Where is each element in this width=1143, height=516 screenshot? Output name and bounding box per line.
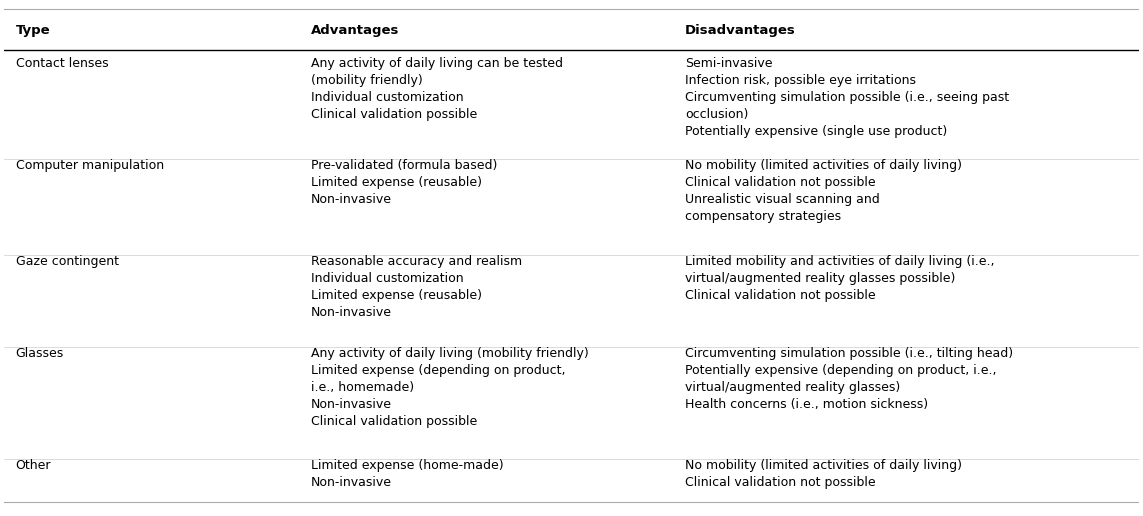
Text: Advantages: Advantages <box>311 24 399 38</box>
Text: Other: Other <box>16 459 51 472</box>
Text: Gaze contingent: Gaze contingent <box>16 255 119 268</box>
Text: Type: Type <box>16 24 50 38</box>
Text: Limited mobility and activities of daily living (i.e.,
virtual/augmented reality: Limited mobility and activities of daily… <box>685 255 994 302</box>
Text: Reasonable accuracy and realism
Individual customization
Limited expense (reusab: Reasonable accuracy and realism Individu… <box>311 255 521 319</box>
Text: Contact lenses: Contact lenses <box>16 57 109 71</box>
Text: Semi-invasive
Infection risk, possible eye irritations
Circumventing simulation : Semi-invasive Infection risk, possible e… <box>685 57 1009 138</box>
Text: Glasses: Glasses <box>16 347 64 360</box>
Text: Disadvantages: Disadvantages <box>685 24 796 38</box>
Text: Computer manipulation: Computer manipulation <box>16 159 163 172</box>
Text: No mobility (limited activities of daily living)
Clinical validation not possibl: No mobility (limited activities of daily… <box>685 459 962 489</box>
Text: Any activity of daily living (mobility friendly)
Limited expense (depending on p: Any activity of daily living (mobility f… <box>311 347 589 428</box>
Text: Circumventing simulation possible (i.e., tilting head)
Potentially expensive (de: Circumventing simulation possible (i.e.,… <box>685 347 1013 411</box>
Text: No mobility (limited activities of daily living)
Clinical validation not possibl: No mobility (limited activities of daily… <box>685 159 962 223</box>
Text: Limited expense (home-made)
Non-invasive: Limited expense (home-made) Non-invasive <box>311 459 503 489</box>
Text: Any activity of daily living can be tested
(mobility friendly)
Individual custom: Any activity of daily living can be test… <box>311 57 562 121</box>
Text: Pre-validated (formula based)
Limited expense (reusable)
Non-invasive: Pre-validated (formula based) Limited ex… <box>311 159 497 206</box>
